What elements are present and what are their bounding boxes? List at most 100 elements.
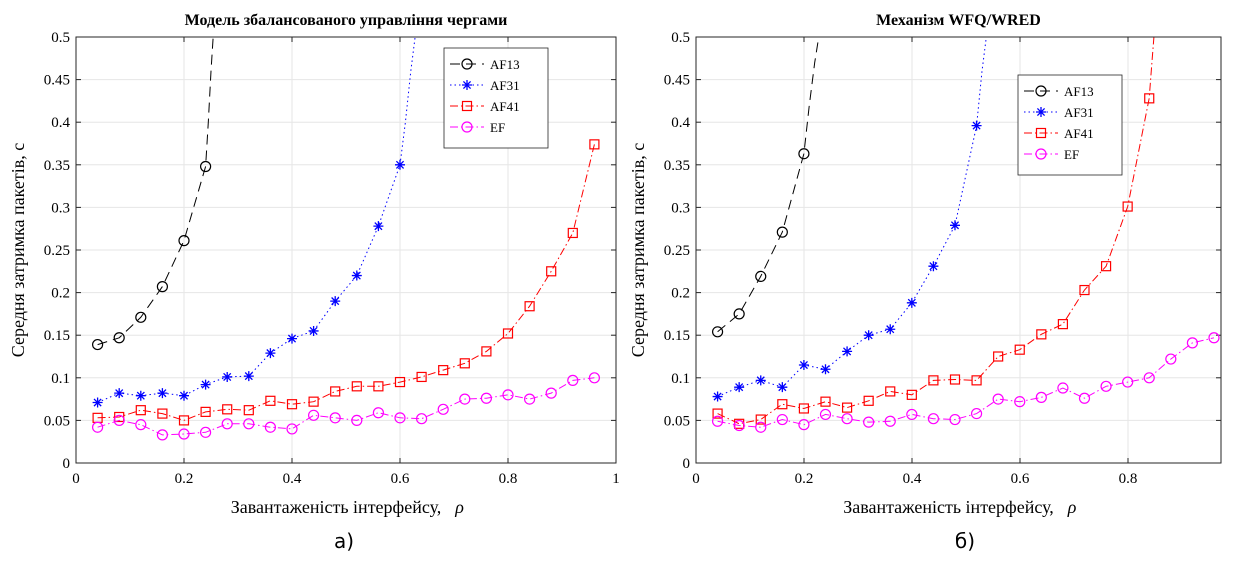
data-point-ef (733, 419, 745, 432)
data-point-ef (221, 418, 233, 430)
data-point-ef (1100, 380, 1112, 392)
data-point-af31 (114, 388, 125, 399)
x-tick-label: 0.6 (1011, 471, 1030, 487)
data-point-af31 (308, 325, 319, 336)
data-point-ef (588, 372, 601, 384)
axes-frame (695, 36, 1222, 464)
data-point-af41 (243, 405, 254, 416)
data-point-af31 (330, 296, 341, 307)
data-point-af41 (1122, 201, 1133, 212)
data-point-af41 (798, 403, 810, 414)
data-point-af31 (971, 120, 982, 131)
x-axis-symbol: ρ (1067, 497, 1077, 517)
data-point-af31 (179, 390, 189, 401)
data-point-af41 (394, 376, 406, 388)
data-point-ef (91, 421, 104, 433)
data-point-af13 (135, 311, 147, 323)
data-point-af41 (863, 395, 874, 406)
data-point-ef (863, 416, 875, 428)
panel-label: б) (955, 529, 975, 553)
x-tick-label: 1 (612, 471, 620, 487)
data-point-ef (545, 387, 557, 399)
y-tick-label: 0.05 (664, 413, 690, 429)
y-tick-label: 0.3 (671, 200, 690, 216)
data-point-af41 (1144, 93, 1155, 104)
y-axis-label: Середня затримка пакетів, с (628, 143, 648, 358)
data-point-af41 (524, 301, 535, 312)
data-point-af41 (265, 395, 276, 406)
data-point-af31 (734, 382, 745, 393)
legend-entry-ef: EF (1064, 147, 1079, 162)
data-point-ef (1165, 353, 1177, 365)
legend-entry-af31: AF31 (490, 78, 520, 93)
y-tick-label: 0.5 (671, 30, 690, 46)
data-point-ef (394, 412, 406, 424)
data-point-ef (459, 393, 471, 405)
data-point-ef (755, 421, 767, 433)
legend-entry-af31: AF31 (1064, 105, 1094, 120)
axes-frame (75, 36, 617, 464)
x-tick-label: 0.8 (499, 471, 518, 487)
data-point-ef (351, 414, 363, 426)
data-point-ef (200, 426, 212, 438)
data-point-af41 (459, 358, 470, 369)
data-point-ef (480, 392, 492, 404)
data-point-ef (372, 407, 384, 419)
legend: AF13 AF31 AF41 EF (443, 47, 549, 149)
y-tick-label: 0 (63, 456, 71, 472)
series-line-af13 (97, 37, 214, 346)
y-tick-label: 0.25 (44, 243, 70, 259)
data-point-ef (1057, 382, 1069, 394)
data-point-ef (308, 409, 320, 421)
data-point-ef (416, 413, 428, 425)
y-tick-label: 0.4 (51, 115, 70, 131)
x-tick-label: 0 (72, 471, 80, 487)
data-point-af31 (755, 375, 766, 386)
data-point-af41 (222, 404, 233, 415)
data-point-ef (906, 408, 918, 421)
data-point-ef (1143, 372, 1155, 384)
data-point-af31 (712, 391, 723, 402)
y-tick-label: 0.05 (44, 413, 70, 429)
data-point-ef (798, 419, 810, 431)
data-point-af13 (776, 226, 788, 238)
legend-swatch-marker (1035, 85, 1047, 97)
data-point-af31 (928, 261, 939, 272)
data-point-af41 (589, 139, 600, 150)
data-point-ef (329, 412, 341, 424)
y-tick-label: 0.2 (671, 286, 690, 302)
data-point-af13 (733, 308, 745, 320)
chart-title: Механізм WFQ/WRED (876, 12, 1041, 29)
data-point-af31 (777, 382, 788, 393)
data-point-af13 (113, 332, 125, 344)
legend: AF13 AF31 AF41 EF (1017, 74, 1123, 176)
data-point-ef (1035, 391, 1047, 403)
data-point-af41 (820, 396, 831, 407)
legend-swatch-marker (462, 80, 472, 90)
x-tick-label: 0.6 (391, 471, 410, 487)
data-point-af41 (373, 381, 384, 392)
data-point-ef (819, 408, 832, 421)
y-tick-label: 0.1 (51, 371, 70, 387)
series-line-af41 (717, 37, 1155, 425)
data-point-af41 (1057, 319, 1069, 330)
legend-swatch-marker (1035, 127, 1047, 139)
data-point-af31 (842, 346, 853, 357)
legend-swatch-marker (1035, 148, 1047, 160)
data-point-af41 (777, 399, 788, 410)
data-point-ef (884, 415, 896, 427)
data-point-ef (970, 407, 983, 420)
data-point-af41 (1100, 261, 1112, 272)
x-tick-label: 0.2 (795, 471, 814, 487)
data-point-af31 (222, 371, 233, 382)
data-point-ef (437, 403, 449, 415)
data-point-af31 (92, 397, 103, 408)
x-axis-label: Завантаженість інтерфейсу, (231, 497, 442, 517)
legend-entry-af41: AF41 (490, 99, 520, 114)
data-point-af31 (906, 297, 917, 308)
data-point-ef (992, 393, 1004, 405)
data-point-af41 (906, 389, 917, 400)
data-point-ef (567, 374, 579, 386)
legend-box (1017, 74, 1123, 176)
